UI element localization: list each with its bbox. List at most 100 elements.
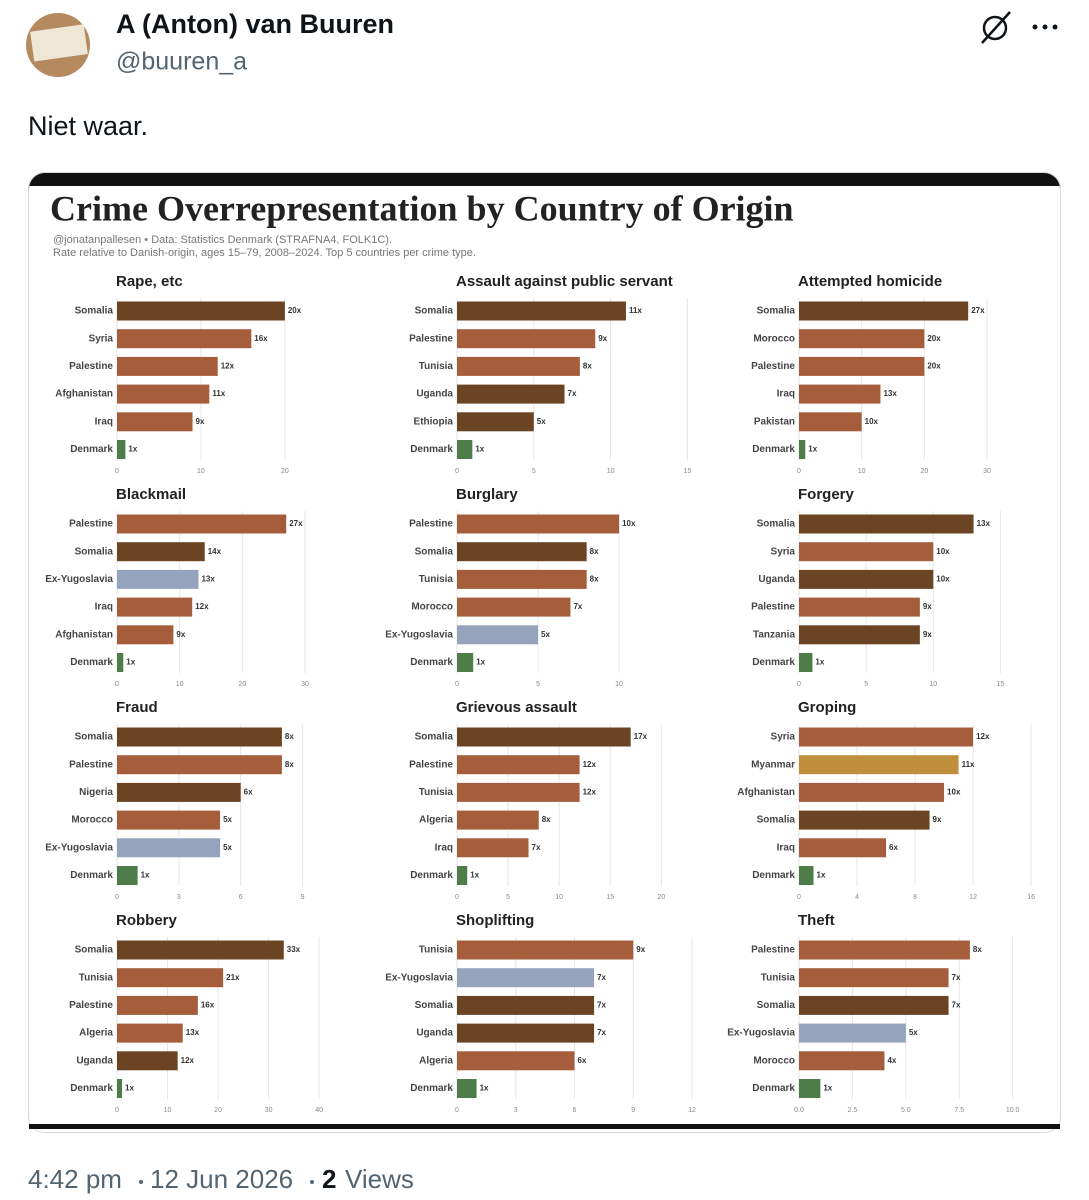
- value-label: 1x: [817, 871, 826, 880]
- value-label: 9x: [598, 334, 607, 343]
- category-label: Iraq: [777, 842, 795, 853]
- x-tick-label: 10: [197, 468, 205, 475]
- bar: [117, 727, 282, 747]
- value-label: 6x: [244, 788, 253, 797]
- bar: [117, 597, 193, 617]
- tweet-date[interactable]: 12 Jun 2026: [150, 1164, 293, 1194]
- x-tick-label: 10: [555, 894, 563, 901]
- x-tick-label: 0: [455, 468, 459, 475]
- more-menu[interactable]: [1032, 24, 1058, 30]
- value-label: 9x: [933, 815, 942, 824]
- x-tick-label: 0: [455, 894, 459, 901]
- bar: [457, 412, 534, 432]
- value-label: 10x: [622, 519, 636, 528]
- bar: [457, 810, 539, 830]
- bar: [799, 782, 945, 802]
- category-label: Ex-Yugoslavia: [45, 574, 113, 585]
- category-label: Somalia: [415, 306, 454, 317]
- x-tick-label: 15: [606, 894, 614, 901]
- category-label: Palestine: [69, 1000, 113, 1011]
- value-label: 33x: [287, 945, 301, 954]
- category-label: Somalia: [415, 732, 454, 743]
- value-label: 1x: [815, 658, 824, 667]
- bar: [799, 329, 925, 349]
- value-label: 7x: [597, 1028, 606, 1037]
- value-label: 13x: [201, 575, 215, 584]
- category-label: Algeria: [79, 1028, 113, 1039]
- x-tick-label: 10.0: [1006, 1107, 1020, 1114]
- views-count: 2: [322, 1164, 336, 1194]
- category-label: Iraq: [95, 416, 113, 427]
- bar: [117, 1051, 178, 1071]
- category-label: Palestine: [409, 759, 453, 770]
- bar: [117, 810, 221, 830]
- bar: [457, 1051, 575, 1071]
- bar: [117, 514, 287, 534]
- value-label: 9x: [923, 630, 932, 639]
- value-label: 12x: [195, 602, 209, 611]
- x-tick-label: 20: [657, 894, 665, 901]
- value-label: 7x: [597, 973, 606, 982]
- bar: [799, 597, 920, 617]
- value-label: 5x: [909, 1028, 918, 1037]
- bar: [457, 542, 587, 562]
- media-bottom-bar: [29, 1124, 1060, 1129]
- category-label: Denmark: [70, 657, 113, 668]
- x-tick-label: 0: [797, 894, 801, 901]
- author-name[interactable]: A (Anton) van Buuren: [116, 9, 394, 39]
- tweet-text: Niet waar.: [28, 111, 148, 141]
- panel-title: Blackmail: [116, 486, 186, 503]
- bar: [117, 329, 252, 349]
- x-tick-label: 0.0: [794, 1107, 804, 1114]
- panel-title: Burglary: [456, 486, 518, 503]
- handle[interactable]: @buuren_a: [116, 48, 247, 76]
- bar: [799, 838, 887, 858]
- bar: [799, 1079, 821, 1098]
- bar: [457, 384, 565, 404]
- x-tick-label: 10: [607, 468, 615, 475]
- grok-icon[interactable]: [981, 11, 1011, 44]
- x-tick-label: 0: [115, 894, 119, 901]
- category-label: Tunisia: [419, 574, 454, 585]
- value-label: 27x: [289, 519, 303, 528]
- x-tick-label: 10: [615, 681, 623, 688]
- bar: [799, 653, 813, 672]
- category-label: Denmark: [70, 870, 113, 881]
- category-label: Uganda: [76, 1055, 113, 1066]
- x-tick-label: 30: [983, 468, 991, 475]
- x-tick-label: 0: [115, 468, 119, 475]
- category-label: Afghanistan: [737, 787, 795, 798]
- bar: [457, 329, 596, 349]
- x-tick-label: 5: [536, 681, 540, 688]
- x-tick-label: 40: [315, 1107, 323, 1114]
- x-tick-label: 10: [929, 681, 937, 688]
- bar: [457, 1023, 595, 1043]
- x-tick-label: 7.5: [954, 1107, 964, 1114]
- value-label: 21x: [226, 973, 240, 982]
- value-label: 13x: [186, 1028, 200, 1037]
- bar: [799, 727, 974, 747]
- tweet-time[interactable]: 4:42 pm: [28, 1164, 122, 1194]
- bar: [457, 755, 580, 775]
- x-tick-label: 30: [301, 681, 309, 688]
- category-label: Syria: [89, 333, 114, 344]
- bar: [117, 940, 284, 960]
- category-label: Nigeria: [79, 787, 113, 798]
- category-label: Tunisia: [79, 972, 114, 983]
- value-label: 12x: [583, 760, 597, 769]
- category-label: Ex-Yugoslavia: [45, 842, 113, 853]
- value-label: 9x: [636, 945, 645, 954]
- x-tick-label: 2.5: [848, 1107, 858, 1114]
- category-label: Denmark: [410, 444, 453, 455]
- category-label: Uganda: [416, 1028, 453, 1039]
- figure-title: Crime Overrepresentation by Country of O…: [50, 188, 794, 228]
- value-label: 11x: [962, 760, 975, 769]
- category-label: Somalia: [757, 815, 796, 826]
- x-tick-label: 3: [514, 1107, 518, 1114]
- category-label: Iraq: [777, 389, 795, 400]
- panel-title: Forgery: [798, 486, 855, 503]
- value-label: 14x: [208, 547, 222, 556]
- x-tick-label: 4: [855, 894, 859, 901]
- value-label: 7x: [952, 1001, 961, 1010]
- bar: [457, 301, 626, 321]
